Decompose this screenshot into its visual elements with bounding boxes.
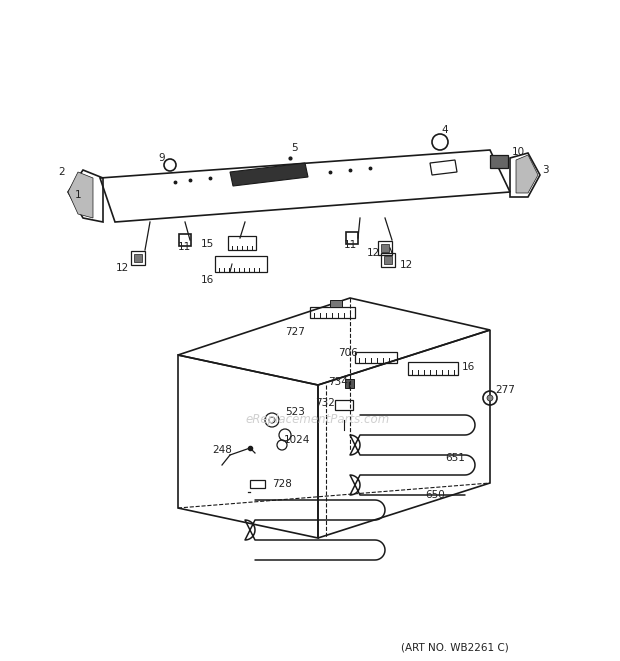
Bar xyxy=(381,253,395,267)
Text: 3: 3 xyxy=(542,165,548,175)
Bar xyxy=(179,234,191,246)
Text: 1: 1 xyxy=(74,190,81,200)
Text: 11: 11 xyxy=(343,240,356,250)
Bar xyxy=(131,251,145,265)
Bar xyxy=(330,300,342,307)
Bar xyxy=(215,256,267,272)
Bar xyxy=(384,256,392,264)
Text: 15: 15 xyxy=(200,239,214,249)
Bar xyxy=(134,254,142,262)
Bar xyxy=(335,400,353,410)
Bar xyxy=(490,155,508,168)
Text: 4: 4 xyxy=(441,125,448,135)
Text: 732: 732 xyxy=(315,398,335,408)
Text: 11: 11 xyxy=(177,242,190,252)
Text: 10: 10 xyxy=(512,147,525,157)
Text: 5: 5 xyxy=(291,143,298,153)
Text: 9: 9 xyxy=(159,153,166,163)
Text: 523: 523 xyxy=(285,407,305,417)
Text: 734: 734 xyxy=(328,377,348,387)
Circle shape xyxy=(487,395,493,401)
Text: 277: 277 xyxy=(495,385,515,395)
Text: 16: 16 xyxy=(200,275,214,285)
Text: 728: 728 xyxy=(272,479,292,489)
Polygon shape xyxy=(230,163,308,186)
Bar xyxy=(381,244,389,252)
Text: 12: 12 xyxy=(366,248,379,258)
Text: 727: 727 xyxy=(285,327,305,337)
Text: 12: 12 xyxy=(399,260,413,270)
Text: 2: 2 xyxy=(59,167,65,177)
Text: 12: 12 xyxy=(115,263,128,273)
Text: 1024: 1024 xyxy=(284,435,310,445)
Text: 651: 651 xyxy=(445,453,465,463)
Bar xyxy=(346,232,358,244)
Bar xyxy=(250,480,265,488)
Bar xyxy=(228,236,256,250)
Bar xyxy=(310,307,355,318)
Text: 650: 650 xyxy=(425,490,445,500)
Text: 706: 706 xyxy=(338,348,358,358)
Bar xyxy=(345,379,354,388)
Text: 248: 248 xyxy=(212,445,232,455)
Text: eReplacementParts.com: eReplacementParts.com xyxy=(246,414,390,426)
Text: (ART NO. WB2261 C): (ART NO. WB2261 C) xyxy=(401,643,509,653)
Text: 16: 16 xyxy=(461,362,475,372)
Bar xyxy=(408,362,458,375)
Bar xyxy=(355,352,397,363)
Bar xyxy=(378,241,392,255)
Polygon shape xyxy=(516,155,538,193)
Polygon shape xyxy=(68,172,93,218)
